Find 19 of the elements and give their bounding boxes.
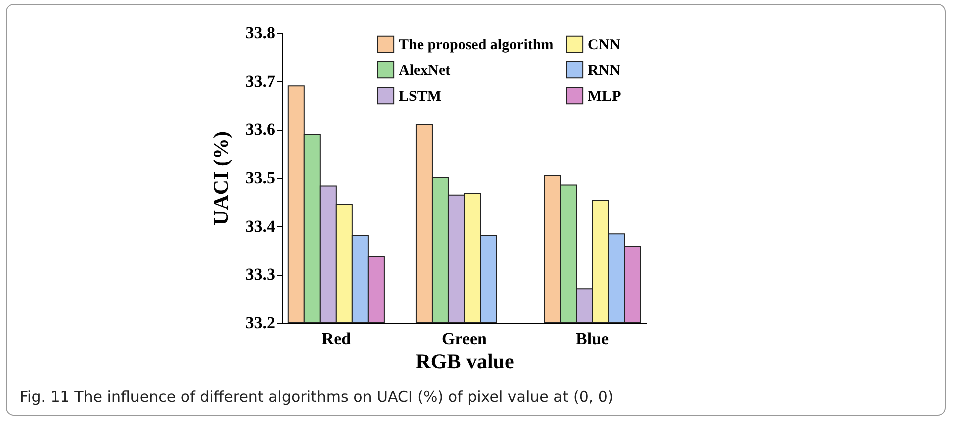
y-tick-label: 33.5 — [246, 168, 276, 188]
caption: Fig. 11 The influence of different algorithms on UACI (%) of pixel value at (0, 0) — [20, 388, 614, 406]
y-tick-label: 33.6 — [246, 120, 276, 140]
legend-label: AlexNet — [399, 63, 451, 79]
x-tick-label: Blue — [576, 330, 610, 348]
legend-label: CNN — [588, 37, 621, 54]
legend-label: RNN — [588, 63, 621, 79]
y-tick-label: 33.2 — [246, 314, 276, 332]
y-tick-label: 33.3 — [246, 265, 276, 284]
y-tick-label: 33.7 — [246, 72, 276, 91]
y-axis-title: UACI (%) — [208, 132, 233, 226]
legend-label: MLP — [588, 89, 622, 105]
x-tick-label: Red — [322, 330, 352, 348]
legend-label: LSTM — [399, 89, 442, 105]
x-tick-label: Green — [442, 330, 488, 348]
y-tick-label: 33.8 — [246, 24, 276, 42]
legend-label: The proposed algorithm — [399, 37, 554, 54]
y-tick-label: 33.4 — [246, 216, 276, 236]
x-axis-title: RGB value — [416, 350, 514, 374]
